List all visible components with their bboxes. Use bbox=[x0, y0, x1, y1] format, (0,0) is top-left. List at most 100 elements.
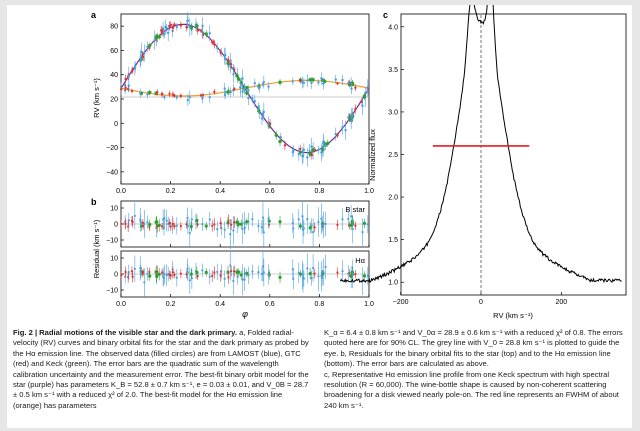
residual-halpha-lamost-point bbox=[302, 277, 305, 280]
residual-halpha-lamost-point bbox=[351, 272, 354, 276]
residual-star-gtc-point bbox=[211, 224, 214, 228]
halpha-lamost-point bbox=[253, 81, 257, 85]
star-lamost-point bbox=[334, 132, 337, 136]
residual-halpha-keck-point bbox=[235, 270, 239, 274]
panel-b-x-ticks: 0.0 0.2 0.4 0.6 0.8 1.0 bbox=[116, 244, 374, 308]
residual-halpha-lamost-point bbox=[208, 275, 211, 278]
star-lamost-point bbox=[243, 87, 247, 90]
residual-star-lamost-point bbox=[317, 220, 320, 224]
figure-frame: a 80 60 40 20 0 −20 −40 0.0 0.2 0.4 0.6 0.8 1.0 RV … bbox=[7, 5, 632, 428]
panel-c-x-tick-label: −200 bbox=[393, 299, 409, 306]
star-keck-point bbox=[204, 32, 208, 36]
residual-halpha-lamost-point bbox=[261, 265, 265, 268]
star-lamost-point bbox=[208, 32, 211, 35]
residual-star-lamost-point bbox=[223, 228, 226, 231]
halpha-gtc-point bbox=[199, 94, 203, 97]
residual-halpha-lamost-point bbox=[186, 267, 189, 270]
residual-star-gtc-point bbox=[179, 225, 182, 228]
star-keck-point bbox=[226, 61, 230, 65]
residual-star-lamost-point bbox=[243, 221, 246, 225]
halpha-keck-point bbox=[278, 80, 282, 85]
star-lamost-point bbox=[139, 59, 142, 63]
star-keck-point bbox=[257, 109, 261, 113]
residual-halpha-lamost-point bbox=[291, 267, 294, 271]
panel-a-x-tick-label: 0.6 bbox=[265, 188, 275, 195]
panel-b-bottom-x-tick-label: 0.2 bbox=[166, 301, 176, 308]
residual-halpha-gtc-point bbox=[179, 272, 182, 275]
star-lamost-point bbox=[123, 84, 127, 87]
residual-halpha-keck-point bbox=[155, 274, 159, 278]
panel-b-bottom-x-tick-label: 0.0 bbox=[116, 301, 126, 308]
residual-star-lamost-point bbox=[186, 224, 189, 228]
residual-star-keck-point bbox=[350, 219, 354, 224]
panel-b-bottom-x-tick-label: 0.8 bbox=[315, 301, 325, 308]
residual-star-lamost-point bbox=[262, 231, 265, 234]
residual-star-keck-point bbox=[298, 224, 303, 228]
residual-halpha-lamost-point bbox=[127, 271, 130, 274]
halpha-lamost-point bbox=[146, 93, 149, 96]
residual-halpha-lamost-point bbox=[216, 270, 219, 273]
halpha-lamost-point bbox=[291, 80, 295, 83]
residual-halpha-gtc-point bbox=[120, 274, 123, 277]
residual-star-keck-point bbox=[157, 223, 161, 227]
residual-star-gtc-point bbox=[173, 225, 176, 228]
panel-a-label: a bbox=[91, 10, 97, 20]
residual-star-keck-point bbox=[235, 220, 239, 224]
residual-halpha-gtc-point bbox=[148, 270, 151, 273]
residual-star-keck-point bbox=[239, 222, 243, 226]
star-gtc-point bbox=[336, 134, 339, 137]
residual-star-keck-point bbox=[278, 220, 282, 224]
panel-c-frame bbox=[400, 13, 627, 296]
residual-halpha-keck-point bbox=[349, 274, 353, 278]
panel-c-ylabel: Normalized flux bbox=[368, 129, 377, 181]
star-gtc-point bbox=[173, 23, 176, 26]
residual-halpha-lamost-point bbox=[347, 272, 350, 275]
residual-star-lamost-point bbox=[133, 214, 136, 218]
star-lamost-point bbox=[301, 154, 304, 158]
halpha-line-profile bbox=[339, 5, 622, 284]
panel-a-x-tick-label: 0.2 bbox=[166, 188, 176, 195]
residual-star-gtc-point bbox=[336, 223, 339, 226]
panel-a-y-tick-label: 20 bbox=[110, 97, 118, 104]
residual-halpha-gtc-point bbox=[131, 275, 134, 278]
residual-halpha-keck-point bbox=[308, 272, 312, 276]
halpha-lamost-point bbox=[123, 89, 127, 92]
residual-halpha-keck-point bbox=[204, 270, 208, 274]
residual-star-lamost-point bbox=[208, 218, 211, 221]
star-gtc-point bbox=[131, 68, 134, 71]
residual-star-lamost-point bbox=[216, 227, 219, 231]
residual-halpha-gtc-point bbox=[168, 273, 171, 276]
residual-star-gtc-point bbox=[230, 223, 233, 226]
residual-halpha-lamost-point bbox=[165, 274, 168, 277]
panel-a-data-points bbox=[119, 12, 370, 167]
star-gtc-point bbox=[299, 147, 302, 151]
residual-halpha-lamost-point bbox=[341, 270, 344, 273]
star-lamost-point bbox=[143, 51, 146, 55]
residual-halpha-keck-point bbox=[189, 272, 193, 276]
residual-halpha-lamost-point bbox=[312, 266, 315, 270]
residual-halpha-gtc-point bbox=[124, 270, 127, 274]
star-lamost-point bbox=[320, 151, 323, 154]
residual-halpha-lamost-point bbox=[243, 278, 246, 281]
residual-halpha-lamost-point bbox=[310, 277, 313, 280]
residual-star-lamost-point bbox=[324, 222, 327, 226]
halpha-lamost-point bbox=[201, 97, 204, 100]
star-lamost-point bbox=[223, 54, 226, 58]
halpha-lamost-point bbox=[229, 91, 232, 94]
halpha-lamost-point bbox=[341, 78, 344, 82]
star-lamost-point bbox=[188, 25, 191, 29]
halpha-lamost-point bbox=[139, 91, 142, 95]
star-lamost-point bbox=[139, 56, 142, 60]
halpha-lamost-point bbox=[223, 87, 226, 90]
residual-star-lamost-point bbox=[291, 221, 294, 225]
star-gtc-point bbox=[227, 59, 230, 62]
star-lamost-point bbox=[247, 96, 250, 100]
star-gtc-point bbox=[185, 26, 188, 29]
star-gtc-point bbox=[171, 26, 175, 30]
panel-b-label: b bbox=[91, 197, 97, 207]
star-lamost-point bbox=[162, 32, 166, 36]
panel-c-y-tick-label: 2.0 bbox=[388, 195, 398, 202]
residual-halpha-lamost-point bbox=[232, 279, 235, 283]
star-lamost-point bbox=[165, 27, 168, 30]
halpha-lamost-point bbox=[366, 89, 369, 93]
